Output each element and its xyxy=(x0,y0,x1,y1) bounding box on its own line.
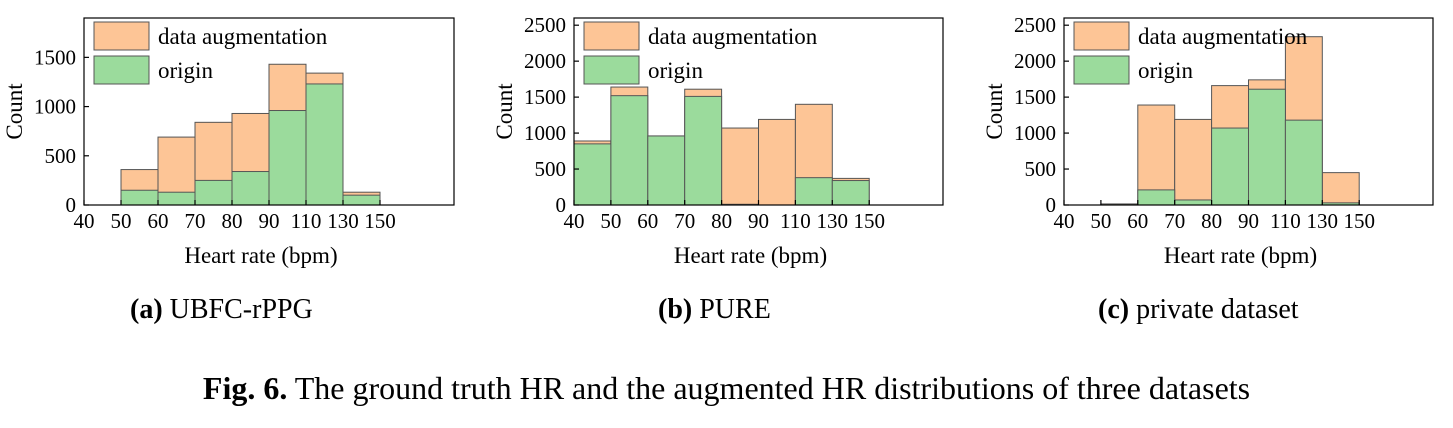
x-tick-label-c-6: 110 xyxy=(1270,209,1301,233)
y-tick-label-b-5: 2500 xyxy=(524,13,566,37)
figure-caption: Fig. 6. The ground truth HR and the augm… xyxy=(0,370,1453,407)
y-tick-label-b-3: 1500 xyxy=(524,85,566,109)
x-tick-label-c-7: 130 xyxy=(1307,209,1339,233)
y-tick-label-c-2: 1000 xyxy=(1014,121,1056,145)
panel-caption-a: (a) UBFC-rPPG xyxy=(130,294,313,326)
bar-origin-b-6 xyxy=(794,177,833,206)
x-axis-label-c: Heart rate (bpm) xyxy=(1164,243,1317,268)
bar-origin-b-0 xyxy=(573,143,612,206)
bar-origin-c-4 xyxy=(1211,127,1249,206)
bar-origin-c-5 xyxy=(1248,88,1286,206)
x-tick-label-a-6: 110 xyxy=(291,209,322,233)
y-tick-label-c-4: 2000 xyxy=(1014,49,1056,73)
legend-label-b-1: origin xyxy=(648,58,703,83)
x-tick-label-a-1: 50 xyxy=(111,209,132,233)
panel-caption-text-b: PURE xyxy=(699,294,771,325)
x-tick-label-a-7: 130 xyxy=(327,209,359,233)
bar-origin-b-7 xyxy=(831,180,870,206)
y-tick-label-b-4: 2000 xyxy=(524,49,566,73)
panel-caption-label-c: (c) xyxy=(1098,294,1130,325)
panel-caption-text-a: UBFC-rPPG xyxy=(169,294,313,325)
bar-augmentation-c-3 xyxy=(1174,118,1213,206)
x-tick-label-c-0: 40 xyxy=(1054,209,1075,233)
x-tick-label-b-0: 40 xyxy=(564,209,585,233)
y-tick-label-a-3: 1500 xyxy=(34,45,76,69)
y-tick-label-a-2: 1000 xyxy=(34,95,76,119)
x-tick-label-b-2: 60 xyxy=(637,209,658,233)
x-tick-label-a-8: 150 xyxy=(364,209,396,233)
y-tick-label-a-0: 0 xyxy=(66,193,77,217)
x-tick-label-c-1: 50 xyxy=(1090,209,1111,233)
y-axis-label-c: Count xyxy=(982,83,1007,140)
x-tick-label-a-0: 40 xyxy=(74,209,95,233)
bar-augmentation-b-5 xyxy=(758,118,796,206)
figure-number: Fig. 6. xyxy=(202,370,288,406)
legend-swatch-a-1 xyxy=(93,55,150,85)
panel-caption-label-a: (a) xyxy=(130,294,163,325)
x-tick-label-b-8: 150 xyxy=(853,209,885,233)
legend-label-b-0: data augmentation xyxy=(648,24,818,49)
legend-swatch-c-0 xyxy=(1073,21,1130,51)
panel-caption-c: (c) private dataset xyxy=(1098,294,1299,326)
y-tick-label-b-2: 1000 xyxy=(524,121,566,145)
y-tick-label-a-1: 500 xyxy=(45,144,77,168)
x-tick-label-b-6: 110 xyxy=(780,209,811,233)
legend-label-a-0: data augmentation xyxy=(158,24,328,49)
x-tick-label-c-4: 80 xyxy=(1201,209,1222,233)
x-tick-label-c-5: 90 xyxy=(1238,209,1259,233)
bar-origin-b-2 xyxy=(647,135,686,206)
y-axis-label-b: Count xyxy=(492,83,517,140)
x-tick-label-b-7: 130 xyxy=(817,209,849,233)
y-tick-label-c-1: 500 xyxy=(1025,157,1057,181)
x-tick-label-b-4: 80 xyxy=(711,209,732,233)
bar-origin-c-6 xyxy=(1284,119,1323,206)
panel-caption-label-b: (b) xyxy=(658,294,693,325)
bar-origin-c-3 xyxy=(1174,199,1213,206)
x-axis-label-b: Heart rate (bpm) xyxy=(674,243,827,268)
x-tick-label-c-2: 60 xyxy=(1127,209,1148,233)
x-tick-label-a-2: 60 xyxy=(148,209,169,233)
x-tick-label-c-3: 70 xyxy=(1164,209,1185,233)
figure-caption-text: The ground truth HR and the augmented HR… xyxy=(294,370,1251,406)
x-tick-label-b-1: 50 xyxy=(600,209,621,233)
legend-label-c-1: origin xyxy=(1138,58,1193,83)
y-tick-label-b-1: 500 xyxy=(535,157,567,181)
y-tick-label-c-0: 0 xyxy=(1046,193,1057,217)
bar-origin-c-2 xyxy=(1137,189,1176,206)
bar-origin-a-3 xyxy=(194,179,233,206)
legend-swatch-b-0 xyxy=(583,21,640,51)
y-tick-label-c-3: 1500 xyxy=(1014,85,1056,109)
x-tick-label-a-3: 70 xyxy=(185,209,206,233)
panel-caption-text-c: private dataset xyxy=(1136,294,1299,325)
legend-label-c-0: data augmentation xyxy=(1138,24,1308,49)
y-axis-label-a: Count xyxy=(2,83,27,140)
x-tick-label-b-5: 90 xyxy=(748,209,769,233)
x-tick-label-c-8: 150 xyxy=(1343,209,1375,233)
legend-swatch-a-0 xyxy=(93,21,150,51)
legend-swatch-c-1 xyxy=(1073,55,1130,85)
bar-augmentation-c-7 xyxy=(1321,172,1360,206)
bar-origin-a-5 xyxy=(268,110,307,206)
legend-label-a-1: origin xyxy=(158,58,213,83)
x-tick-label-a-4: 80 xyxy=(222,209,243,233)
y-tick-label-c-5: 2500 xyxy=(1014,13,1056,37)
panel-caption-b: (b) PURE xyxy=(658,294,771,326)
y-tick-label-b-0: 0 xyxy=(556,193,567,217)
x-axis-label-a: Heart rate (bpm) xyxy=(184,243,337,268)
x-tick-label-a-5: 90 xyxy=(259,209,280,233)
x-tick-label-b-3: 70 xyxy=(674,209,695,233)
legend-swatch-b-1 xyxy=(583,55,640,85)
